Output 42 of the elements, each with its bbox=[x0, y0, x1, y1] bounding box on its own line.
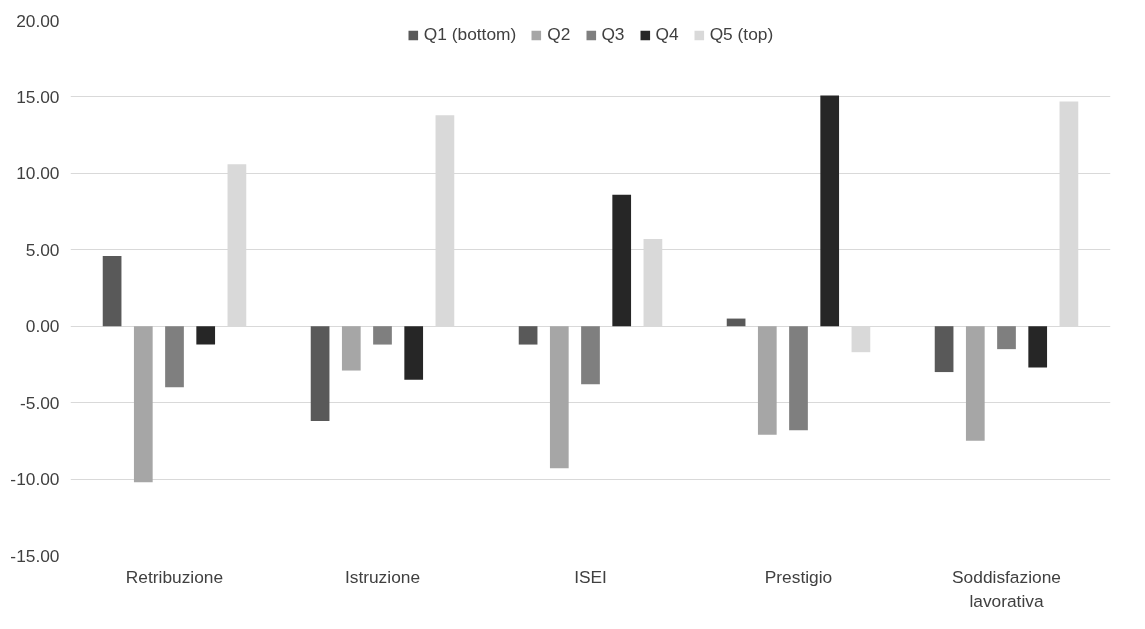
y-tick-label: -10.00 bbox=[10, 469, 60, 490]
x-tick-label: Soddisfazione lavorativa bbox=[952, 566, 1061, 611]
bar bbox=[612, 194, 632, 327]
bar bbox=[196, 326, 216, 345]
legend-label: Q2 bbox=[547, 24, 571, 45]
x-tick-label: Prestigio bbox=[764, 566, 833, 587]
y-tick-label: 20.00 bbox=[16, 10, 60, 31]
bar bbox=[165, 326, 184, 388]
x-tick-label: Retribuzione bbox=[125, 566, 224, 587]
bar bbox=[820, 95, 840, 327]
y-tick-label: -5.00 bbox=[20, 392, 60, 413]
bar bbox=[934, 326, 954, 373]
bar bbox=[341, 326, 361, 371]
bar bbox=[1059, 101, 1079, 327]
y-tick-label: -15.00 bbox=[10, 545, 60, 566]
legend-label: Q4 bbox=[655, 24, 679, 45]
bar bbox=[549, 326, 569, 469]
legend-label: Q5 (top) bbox=[709, 24, 774, 45]
bar bbox=[581, 326, 600, 385]
bar bbox=[997, 326, 1016, 350]
x-tick-label: Istruzione bbox=[344, 566, 421, 587]
bar bbox=[757, 326, 777, 435]
y-tick-label: 5.00 bbox=[25, 239, 60, 260]
bar bbox=[965, 326, 985, 441]
bar bbox=[1028, 326, 1048, 368]
bar bbox=[435, 115, 455, 327]
bar bbox=[310, 326, 330, 421]
bar bbox=[227, 164, 247, 327]
bar bbox=[404, 326, 424, 380]
bar bbox=[518, 326, 538, 345]
bar bbox=[851, 326, 871, 353]
y-tick-label: 0.00 bbox=[25, 316, 60, 337]
x-tick-label: ISEI bbox=[574, 566, 607, 587]
legend-label: Q1 (bottom) bbox=[423, 24, 517, 45]
bar bbox=[373, 326, 392, 345]
bar bbox=[789, 326, 808, 431]
bar bbox=[643, 239, 663, 327]
y-tick-label: 15.00 bbox=[16, 86, 60, 107]
y-tick-label: 10.00 bbox=[16, 163, 60, 184]
bar bbox=[102, 255, 122, 327]
bar bbox=[133, 326, 153, 483]
legend-label: Q3 bbox=[601, 24, 625, 45]
